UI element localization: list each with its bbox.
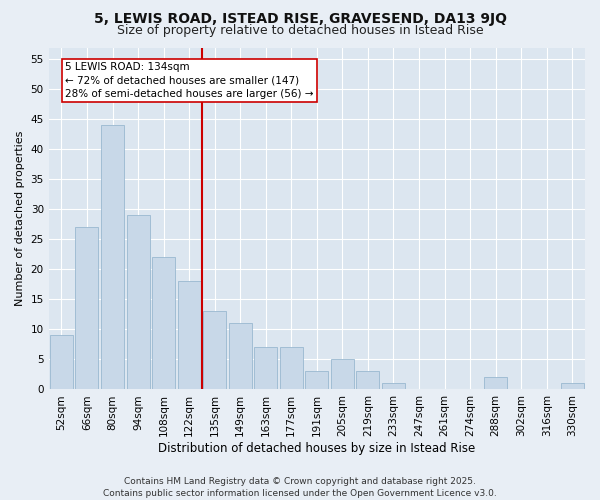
Bar xyxy=(280,348,303,390)
Bar xyxy=(152,258,175,390)
Bar xyxy=(382,384,405,390)
Bar xyxy=(203,312,226,390)
Bar xyxy=(305,372,328,390)
Bar xyxy=(178,282,200,390)
Bar xyxy=(561,384,584,390)
Bar xyxy=(76,228,98,390)
Bar xyxy=(484,378,507,390)
Bar xyxy=(254,348,277,390)
Text: Size of property relative to detached houses in Istead Rise: Size of property relative to detached ho… xyxy=(116,24,484,37)
Bar xyxy=(229,324,252,390)
X-axis label: Distribution of detached houses by size in Istead Rise: Distribution of detached houses by size … xyxy=(158,442,475,455)
Text: Contains HM Land Registry data © Crown copyright and database right 2025.
Contai: Contains HM Land Registry data © Crown c… xyxy=(103,476,497,498)
Text: 5, LEWIS ROAD, ISTEAD RISE, GRAVESEND, DA13 9JQ: 5, LEWIS ROAD, ISTEAD RISE, GRAVESEND, D… xyxy=(94,12,506,26)
Bar xyxy=(101,126,124,390)
Text: 5 LEWIS ROAD: 134sqm
← 72% of detached houses are smaller (147)
28% of semi-deta: 5 LEWIS ROAD: 134sqm ← 72% of detached h… xyxy=(65,62,314,99)
Bar xyxy=(127,216,149,390)
Y-axis label: Number of detached properties: Number of detached properties xyxy=(15,131,25,306)
Bar xyxy=(50,336,73,390)
Bar xyxy=(331,360,354,390)
Bar xyxy=(356,372,379,390)
